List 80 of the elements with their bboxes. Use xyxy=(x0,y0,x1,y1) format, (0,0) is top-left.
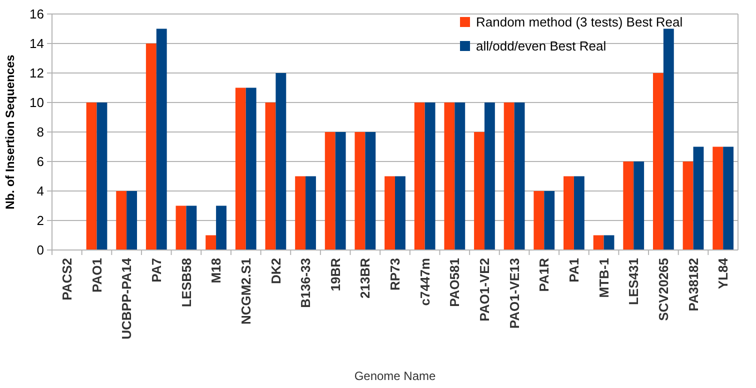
bar xyxy=(604,235,614,250)
x-tick-label: 19BR xyxy=(328,257,343,292)
bar xyxy=(176,206,186,250)
x-tick-label: UCBPP-PA14 xyxy=(119,257,134,340)
bar xyxy=(623,162,634,250)
x-tick-label: PAO1-VE13 xyxy=(506,258,522,329)
x-tick-label: PAO581 xyxy=(447,258,462,307)
bar xyxy=(365,132,376,250)
bar xyxy=(324,132,336,250)
y-tick-label: 4 xyxy=(36,184,44,199)
x-tick-label: PA1R xyxy=(536,257,552,292)
bar xyxy=(265,102,276,250)
bar xyxy=(235,88,246,250)
y-tick-label: 12 xyxy=(30,66,44,81)
bar xyxy=(474,132,484,250)
x-tick-label: PACS2 xyxy=(59,258,74,300)
x-tick-label: LESB58 xyxy=(178,258,194,308)
x-axis-title: Genome Name xyxy=(354,369,436,383)
bar xyxy=(723,146,734,250)
y-tick-label: 6 xyxy=(36,154,44,170)
bar xyxy=(593,235,604,250)
bar xyxy=(444,102,455,250)
bar xyxy=(186,206,197,250)
x-tick-label: PA7 xyxy=(148,258,164,282)
bar xyxy=(504,102,514,250)
bar xyxy=(384,176,395,250)
y-tick-label: 8 xyxy=(36,124,44,140)
x-tick-label: 213BR xyxy=(358,257,373,298)
bar xyxy=(206,235,216,250)
bar xyxy=(544,191,555,250)
bar xyxy=(514,102,525,250)
bar xyxy=(564,176,574,250)
x-tick-label: PA1 xyxy=(566,258,582,282)
bar xyxy=(424,102,436,250)
x-tick-label: SCV20265 xyxy=(656,258,671,321)
y-tick-label: 16 xyxy=(30,6,44,22)
y-tick-label: 14 xyxy=(30,36,44,52)
bar xyxy=(693,146,704,250)
bar xyxy=(663,28,674,250)
bar xyxy=(534,191,544,250)
x-tick-label: c7447m xyxy=(417,258,432,306)
x-tick-label: NCGM2.S1 xyxy=(238,258,254,324)
bar xyxy=(484,102,495,250)
bar xyxy=(395,176,406,250)
legend-label: Random method (3 tests) Best Real xyxy=(476,14,683,30)
bar xyxy=(712,146,724,250)
x-tick-label: MTB-1 xyxy=(596,258,612,298)
x-tick-label: LES431 xyxy=(626,258,642,305)
x-tick-label: PA38182 xyxy=(686,258,701,312)
bar xyxy=(295,176,306,250)
legend-label: all/odd/even Best Real xyxy=(476,38,606,54)
x-tick-label: M18 xyxy=(208,258,224,284)
bar xyxy=(86,102,97,250)
x-tick-label: PAO1-VE2 xyxy=(477,258,492,322)
bar xyxy=(126,191,138,250)
bar xyxy=(652,73,664,250)
bar xyxy=(96,102,108,250)
x-tick-label: YL84 xyxy=(716,257,731,290)
bar xyxy=(146,44,156,250)
bar xyxy=(335,132,346,250)
bar xyxy=(682,162,694,250)
bar xyxy=(156,28,167,250)
y-tick-label: 2 xyxy=(36,213,44,228)
x-tick-label: RP73 xyxy=(388,258,403,291)
x-tick-label: DK2 xyxy=(268,258,284,284)
bar xyxy=(276,73,286,250)
bar xyxy=(634,162,644,250)
bar xyxy=(216,206,226,250)
y-tick-label: 10 xyxy=(30,95,44,110)
bar xyxy=(454,102,466,250)
bar xyxy=(246,88,256,250)
bar xyxy=(354,132,366,250)
x-tick-label: PAO1 xyxy=(89,258,104,292)
bar xyxy=(414,102,425,250)
bar xyxy=(116,191,127,250)
bar xyxy=(306,176,316,250)
y-tick-label: 0 xyxy=(36,242,44,258)
x-tick-label: B136-33 xyxy=(298,258,314,308)
y-axis-title: Nb. of Insertion Sequences xyxy=(3,54,17,210)
bar xyxy=(574,176,584,250)
